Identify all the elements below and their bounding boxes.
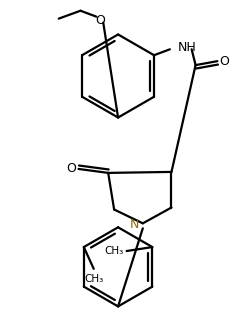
Text: O: O [218, 55, 228, 68]
Text: CH₃: CH₃ [84, 274, 103, 284]
Text: CH₃: CH₃ [104, 246, 123, 256]
Text: N: N [130, 218, 139, 231]
Text: O: O [95, 14, 105, 27]
Text: O: O [66, 162, 76, 175]
Text: NH: NH [177, 41, 196, 54]
